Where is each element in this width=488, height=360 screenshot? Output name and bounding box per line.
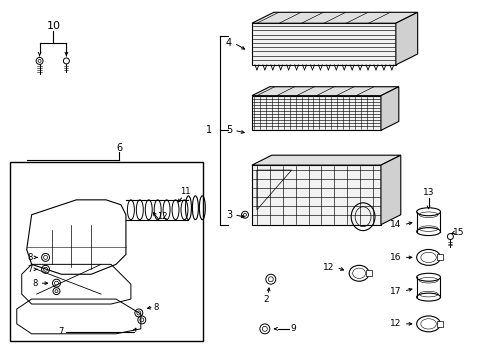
Polygon shape	[251, 12, 417, 23]
Text: 1: 1	[206, 125, 212, 135]
Text: 16: 16	[389, 253, 401, 262]
Text: 15: 15	[452, 228, 463, 237]
Polygon shape	[251, 96, 380, 130]
Polygon shape	[395, 12, 417, 65]
Text: 12: 12	[389, 319, 401, 328]
Text: 7: 7	[27, 265, 33, 274]
Polygon shape	[380, 87, 398, 130]
Text: 17: 17	[389, 287, 401, 296]
Text: 10: 10	[46, 21, 61, 31]
Text: 14: 14	[389, 220, 401, 229]
Polygon shape	[251, 155, 400, 165]
Bar	[10, 162, 203, 341]
Text: 9: 9	[290, 324, 296, 333]
Bar	[366, 270, 371, 276]
Text: 4: 4	[225, 38, 232, 48]
Polygon shape	[251, 87, 398, 96]
Text: 6: 6	[116, 143, 122, 153]
Text: 12: 12	[322, 263, 334, 272]
Text: 2: 2	[263, 294, 268, 303]
Text: 3: 3	[225, 210, 232, 220]
Text: 8: 8	[153, 302, 158, 311]
Text: 5: 5	[225, 125, 232, 135]
Text: 13: 13	[422, 188, 433, 197]
Polygon shape	[251, 23, 395, 65]
Text: 11: 11	[180, 188, 190, 197]
Text: 8: 8	[32, 279, 38, 288]
Text: 8: 8	[27, 253, 33, 262]
Bar	[437, 255, 443, 260]
Bar	[437, 321, 443, 327]
Polygon shape	[251, 165, 380, 225]
Text: 7: 7	[59, 327, 64, 336]
Polygon shape	[380, 155, 400, 225]
Text: 12: 12	[157, 212, 167, 221]
